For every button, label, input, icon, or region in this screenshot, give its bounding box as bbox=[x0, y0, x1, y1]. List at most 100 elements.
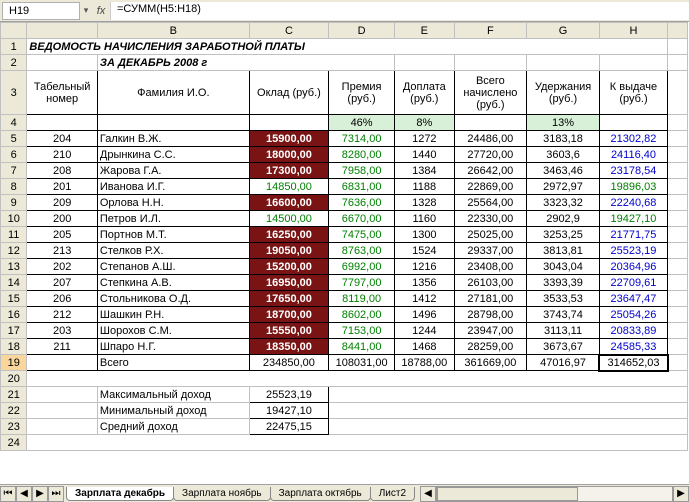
hdr-tabno[interactable]: Табельный номер bbox=[27, 71, 97, 115]
totals-label[interactable]: Всего bbox=[97, 355, 249, 371]
row-header[interactable]: 3 bbox=[1, 71, 27, 115]
col-header[interactable]: F bbox=[454, 23, 527, 39]
totals-oklad[interactable]: 234850,00 bbox=[249, 355, 328, 371]
cell-tabno[interactable]: 210 bbox=[27, 147, 97, 163]
tab-nav-prev-icon[interactable]: ◀ bbox=[16, 486, 32, 502]
cell-kvydache[interactable]: 22240,68 bbox=[599, 195, 667, 211]
row-header[interactable]: 23 bbox=[1, 419, 27, 435]
cell-doplata[interactable]: 1496 bbox=[395, 307, 454, 323]
cell-premia[interactable]: 7153,00 bbox=[329, 323, 395, 339]
row-header-selected[interactable]: 19 bbox=[1, 355, 27, 371]
cell-premia[interactable]: 6670,00 bbox=[329, 211, 395, 227]
cell-tabno[interactable]: 200 bbox=[27, 211, 97, 227]
cell-premia[interactable]: 7797,00 bbox=[329, 275, 395, 291]
name-box[interactable] bbox=[2, 2, 80, 20]
cell-vsego[interactable]: 27720,00 bbox=[454, 147, 527, 163]
scroll-thumb[interactable] bbox=[437, 487, 578, 501]
cell-tabno[interactable]: 205 bbox=[27, 227, 97, 243]
row-header[interactable]: 7 bbox=[1, 163, 27, 179]
cell-kvydache[interactable]: 24585,33 bbox=[599, 339, 667, 355]
formula-input[interactable]: =СУММ(H5:H18) bbox=[110, 2, 689, 20]
cell-vsego[interactable]: 28798,00 bbox=[454, 307, 527, 323]
row-header[interactable]: 20 bbox=[1, 371, 27, 387]
fx-icon[interactable]: fx bbox=[92, 5, 110, 17]
tab-nav-first-icon[interactable]: ⏮ bbox=[0, 486, 16, 502]
cell-premia[interactable]: 8441,00 bbox=[329, 339, 395, 355]
cell-kvydache[interactable]: 20833,89 bbox=[599, 323, 667, 339]
percent-doplata[interactable]: 8% bbox=[395, 115, 454, 131]
cell-vsego[interactable]: 25025,00 bbox=[454, 227, 527, 243]
cell-vsego[interactable]: 26103,00 bbox=[454, 275, 527, 291]
scroll-right-icon[interactable]: ▶ bbox=[673, 486, 689, 502]
cell-oklad[interactable]: 14500,00 bbox=[249, 211, 328, 227]
cell-doplata[interactable]: 1300 bbox=[395, 227, 454, 243]
cell-doplata[interactable]: 1216 bbox=[395, 259, 454, 275]
cell-doplata[interactable]: 1356 bbox=[395, 275, 454, 291]
row-header[interactable]: 5 bbox=[1, 131, 27, 147]
cell-doplata[interactable]: 1244 bbox=[395, 323, 454, 339]
cell-kvydache[interactable]: 24116,40 bbox=[599, 147, 667, 163]
cell-vsego[interactable]: 28259,00 bbox=[454, 339, 527, 355]
tab-nav-next-icon[interactable]: ▶ bbox=[32, 486, 48, 502]
cell-uderzh[interactable]: 3603,6 bbox=[527, 147, 600, 163]
cell-oklad[interactable]: 16250,00 bbox=[249, 227, 328, 243]
row-header[interactable]: 11 bbox=[1, 227, 27, 243]
hdr-kvyd[interactable]: К выдаче (руб.) bbox=[599, 71, 667, 115]
cell-tabno[interactable]: 207 bbox=[27, 275, 97, 291]
row-header[interactable]: 18 bbox=[1, 339, 27, 355]
cell-doplata[interactable]: 1328 bbox=[395, 195, 454, 211]
stat-avg[interactable]: 22475,15 bbox=[249, 419, 328, 435]
cell-tabno[interactable]: 211 bbox=[27, 339, 97, 355]
cell-doplata[interactable]: 1412 bbox=[395, 291, 454, 307]
cell-fio[interactable]: Петров И.Л. bbox=[97, 211, 249, 227]
cell-fio[interactable]: Степкина А.В. bbox=[97, 275, 249, 291]
row-header[interactable]: 17 bbox=[1, 323, 27, 339]
percent-premia[interactable]: 46% bbox=[329, 115, 395, 131]
col-header[interactable]: D bbox=[329, 23, 395, 39]
col-header[interactable] bbox=[668, 23, 688, 39]
stat-max-label[interactable]: Максимальный доход bbox=[97, 387, 249, 403]
cell-tabno[interactable]: 212 bbox=[27, 307, 97, 323]
cell-vsego[interactable]: 23947,00 bbox=[454, 323, 527, 339]
cell-vsego[interactable]: 22330,00 bbox=[454, 211, 527, 227]
stat-min-label[interactable]: Минимальный доход bbox=[97, 403, 249, 419]
stat-min[interactable]: 19427,10 bbox=[249, 403, 328, 419]
cell-oklad[interactable]: 19050,00 bbox=[249, 243, 328, 259]
cell-kvydache[interactable]: 22709,61 bbox=[599, 275, 667, 291]
cell-premia[interactable]: 8119,00 bbox=[329, 291, 395, 307]
totals-vse[interactable]: 361669,00 bbox=[454, 355, 527, 371]
cell-oklad[interactable]: 18700,00 bbox=[249, 307, 328, 323]
hdr-uderzh[interactable]: Удержания (руб.) bbox=[527, 71, 600, 115]
cell-tabno[interactable]: 202 bbox=[27, 259, 97, 275]
col-header[interactable]: B bbox=[97, 23, 249, 39]
hdr-vsego[interactable]: Всего начислено (руб.) bbox=[454, 71, 527, 115]
cell-fio[interactable]: Орлова Н.Н. bbox=[97, 195, 249, 211]
cell-premia[interactable]: 7314,00 bbox=[329, 131, 395, 147]
cell-tabno[interactable]: 209 bbox=[27, 195, 97, 211]
spreadsheet-grid[interactable]: BCDEFGH 1 ВЕДОМОСТЬ НАЧИСЛЕНИЯ ЗАРАБОТНО… bbox=[0, 22, 689, 484]
stat-avg-label[interactable]: Средний доход bbox=[97, 419, 249, 435]
cell-tabno[interactable]: 204 bbox=[27, 131, 97, 147]
cell-premia[interactable]: 7636,00 bbox=[329, 195, 395, 211]
cell-doplata[interactable]: 1468 bbox=[395, 339, 454, 355]
horizontal-scrollbar[interactable]: ◀ ▶ bbox=[420, 486, 689, 502]
cell-fio[interactable]: Дрынкина С.С. bbox=[97, 147, 249, 163]
cell-kvydache[interactable]: 25523,19 bbox=[599, 243, 667, 259]
cell-kvydache[interactable]: 25054,26 bbox=[599, 307, 667, 323]
subtitle-cell[interactable]: ЗА ДЕКАБРЬ 2008 г bbox=[97, 55, 394, 71]
cell-uderzh[interactable]: 3253,25 bbox=[527, 227, 600, 243]
cell-fio[interactable]: Галкин В.Ж. bbox=[97, 131, 249, 147]
cell-vsego[interactable]: 26642,00 bbox=[454, 163, 527, 179]
cell-premia[interactable]: 8763,00 bbox=[329, 243, 395, 259]
row-header[interactable]: 8 bbox=[1, 179, 27, 195]
cell-vsego[interactable]: 29337,00 bbox=[454, 243, 527, 259]
cell-premia[interactable]: 7475,00 bbox=[329, 227, 395, 243]
cell-vsego[interactable]: 27181,00 bbox=[454, 291, 527, 307]
sheet-tab[interactable]: Зарплата ноябрь bbox=[173, 487, 271, 501]
row-header[interactable]: 9 bbox=[1, 195, 27, 211]
hdr-premia[interactable]: Премия (руб.) bbox=[329, 71, 395, 115]
cell-uderzh[interactable]: 3673,67 bbox=[527, 339, 600, 355]
cell-uderzh[interactable]: 3323,32 bbox=[527, 195, 600, 211]
cell-doplata[interactable]: 1524 bbox=[395, 243, 454, 259]
row-header[interactable]: 4 bbox=[1, 115, 27, 131]
